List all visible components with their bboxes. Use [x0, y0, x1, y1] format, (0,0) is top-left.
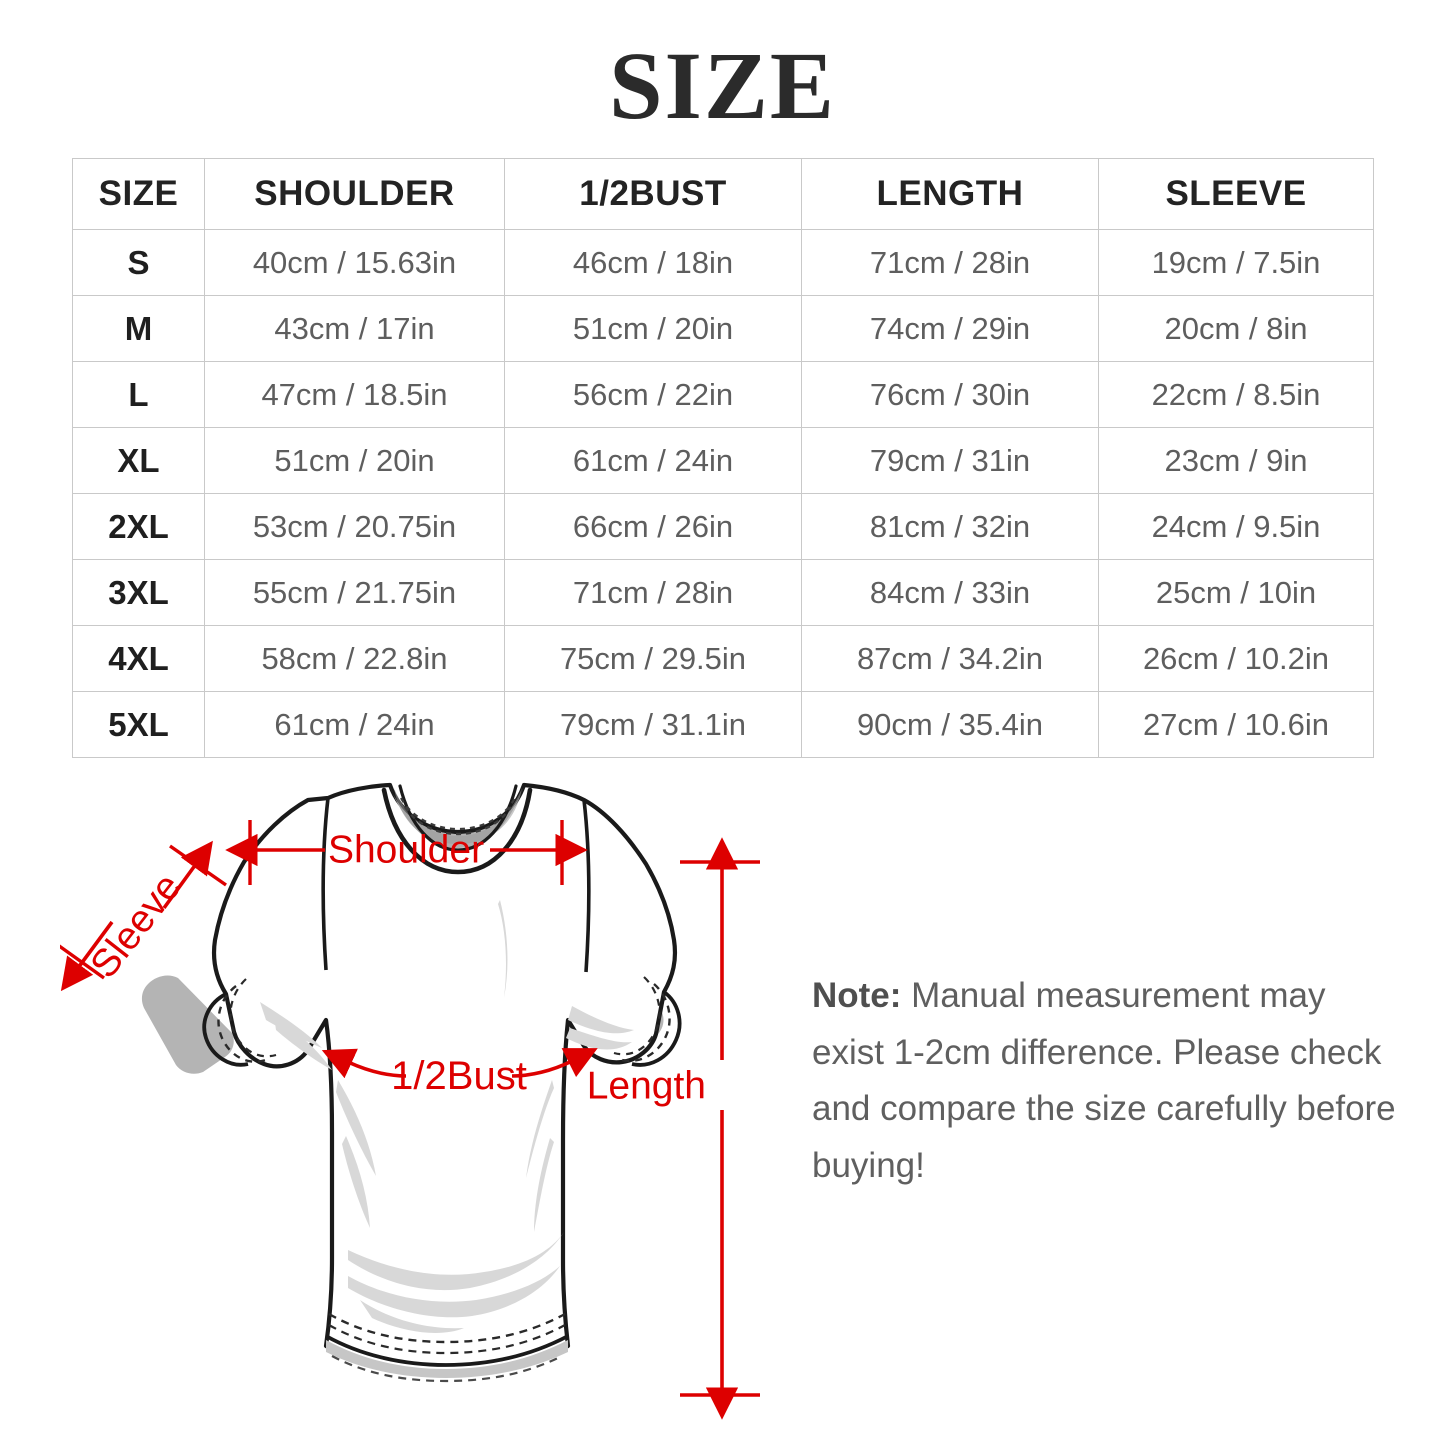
table-row: S 40cm / 15.63in 46cm / 18in 71cm / 28in…	[72, 229, 1374, 296]
column-header-bust: 1/2BUST	[504, 158, 802, 230]
column-header-length: LENGTH	[801, 158, 1099, 230]
sleeve-annotation: Sleeve	[60, 840, 227, 992]
shirt-outline	[211, 782, 678, 1375]
cell-length: 81cm / 32in	[801, 493, 1099, 560]
cell-size: 4XL	[72, 625, 205, 692]
note-label: Note:	[812, 976, 902, 1015]
cell-size: XL	[72, 427, 205, 494]
cell-length: 79cm / 31in	[801, 427, 1099, 494]
length-annotation: Length	[587, 837, 760, 1420]
cell-sleeve: 23cm / 9in	[1098, 427, 1374, 494]
cell-bust: 79cm / 31.1in	[504, 691, 802, 758]
collar-shadow	[394, 788, 522, 844]
cell-size: 2XL	[72, 493, 205, 560]
table-row: L 47cm / 18.5in 56cm / 22in 76cm / 30in …	[72, 361, 1374, 428]
bust-arrow-right	[511, 1048, 598, 1078]
bust-annotation: 1/2Bust	[321, 1048, 598, 1098]
bust-label: 1/2Bust	[391, 1054, 527, 1098]
cell-shoulder: 61cm / 24in	[204, 691, 505, 758]
shoulder-annotation: Shoulder	[225, 820, 588, 885]
cell-length: 90cm / 35.4in	[801, 691, 1099, 758]
note-text: Manual measurement may exist 1-2cm diffe…	[812, 976, 1396, 1186]
column-header-shoulder: SHOULDER	[204, 158, 505, 230]
collar-inner-edge	[398, 784, 518, 852]
cell-shoulder: 53cm / 20.75in	[204, 493, 505, 560]
note-block: Note: Manual measurement may exist 1-2cm…	[812, 968, 1397, 1195]
cell-length: 76cm / 30in	[801, 361, 1099, 428]
right-shoulder-seam	[582, 799, 591, 973]
column-header-sleeve: SLEEVE	[1098, 158, 1374, 230]
bust-arrow-left	[321, 1048, 407, 1079]
cell-bust: 75cm / 29.5in	[504, 625, 802, 692]
cell-length: 84cm / 33in	[801, 559, 1099, 626]
size-chart-table-container: SIZE SHOULDER 1/2BUST LENGTH SLEEVE S 40…	[72, 158, 1374, 758]
collar-neckline	[381, 787, 533, 875]
table-header: SIZE SHOULDER 1/2BUST LENGTH SLEEVE	[72, 158, 1374, 230]
cell-sleeve: 25cm / 10in	[1098, 559, 1374, 626]
left-cuff-edge	[202, 992, 249, 1067]
cell-shoulder: 51cm / 20in	[204, 427, 505, 494]
cell-sleeve: 27cm / 10.6in	[1098, 691, 1374, 758]
cell-length: 71cm / 28in	[801, 229, 1099, 296]
right-cuff-stitch-2	[613, 976, 661, 1056]
cell-sleeve: 22cm / 8.5in	[1098, 361, 1374, 428]
table-body: S 40cm / 15.63in 46cm / 18in 71cm / 28in…	[72, 229, 1374, 758]
cell-size: 3XL	[72, 559, 205, 626]
cell-bust: 61cm / 24in	[504, 427, 802, 494]
cell-shoulder: 40cm / 15.63in	[204, 229, 505, 296]
cell-length: 87cm / 34.2in	[801, 625, 1099, 692]
length-label: Length	[587, 1065, 706, 1108]
cell-bust: 51cm / 20in	[504, 295, 802, 362]
table-row: 4XL 58cm / 22.8in 75cm / 29.5in 87cm / 3…	[72, 625, 1374, 692]
tshirt-body-group	[141, 782, 682, 1383]
hem-edge	[325, 1334, 569, 1367]
cell-shoulder: 55cm / 21.75in	[204, 559, 505, 626]
cell-size: L	[72, 361, 205, 428]
hem-stitch-bottom	[331, 1355, 563, 1383]
shoulder-label: Shoulder	[328, 829, 484, 872]
cell-sleeve: 26cm / 10.2in	[1098, 625, 1374, 692]
cell-bust: 71cm / 28in	[504, 559, 802, 626]
collar-stitch	[403, 806, 513, 836]
sleeve-tick-top	[169, 844, 227, 887]
page-title: SIZE	[609, 32, 836, 139]
cell-length: 74cm / 29in	[801, 295, 1099, 362]
hem-fold-fill	[326, 1340, 568, 1378]
cell-bust: 66cm / 26in	[504, 493, 802, 560]
left-cuff-stitch	[217, 985, 267, 1063]
cell-shoulder: 43cm / 17in	[204, 295, 505, 362]
fabric-shading	[260, 900, 634, 1333]
right-cuff-stitch	[621, 983, 671, 1063]
left-shoulder-seam	[321, 797, 330, 971]
right-cuff-edge	[631, 990, 682, 1067]
cell-size: M	[72, 295, 205, 362]
table-row: 5XL 61cm / 24in 79cm / 31.1in 90cm / 35.…	[72, 691, 1374, 758]
measurement-diagram: Shoulder Sleeve 1/2Bust Length	[0, 770, 1445, 1445]
cell-sleeve: 20cm / 8in	[1098, 295, 1374, 362]
cell-shoulder: 58cm / 22.8in	[204, 625, 505, 692]
sleeve-label: Sleeve	[82, 866, 189, 986]
size-chart-table: SIZE SHOULDER 1/2BUST LENGTH SLEEVE S 40…	[72, 158, 1374, 758]
tshirt-illustration: Shoulder Sleeve 1/2Bust Length	[60, 782, 760, 1420]
cell-sleeve: 19cm / 7.5in	[1098, 229, 1374, 296]
cell-size: 5XL	[72, 691, 205, 758]
table-row: XL 51cm / 20in 61cm / 24in 79cm / 31in 2…	[72, 427, 1374, 494]
cell-size: S	[72, 229, 205, 296]
cell-shoulder: 47cm / 18.5in	[204, 361, 505, 428]
column-header-size: SIZE	[72, 158, 205, 230]
left-cuff-stitch-2	[229, 978, 277, 1058]
sleeve-arrow-upper	[162, 840, 213, 910]
table-row: M 43cm / 17in 51cm / 20in 74cm / 29in 20…	[72, 295, 1374, 362]
table-row: 3XL 55cm / 21.75in 71cm / 28in 84cm / 33…	[72, 559, 1374, 626]
table-row: 2XL 53cm / 20.75in 66cm / 26in 81cm / 32…	[72, 493, 1374, 560]
cell-bust: 46cm / 18in	[504, 229, 802, 296]
sleeve-arrow-lower	[60, 920, 114, 992]
cell-sleeve: 24cm / 9.5in	[1098, 493, 1374, 560]
table-header-row: SIZE SHOULDER 1/2BUST LENGTH SLEEVE	[72, 158, 1374, 230]
cell-bust: 56cm / 22in	[504, 361, 802, 428]
